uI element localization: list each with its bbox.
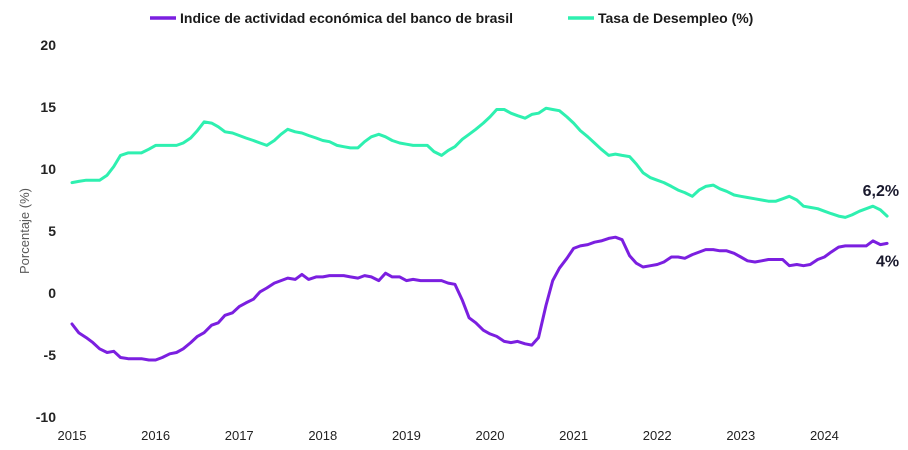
y-axis-ticks: -10 -5 0 5 10 15 20 xyxy=(36,37,56,425)
x-tick-label: 2020 xyxy=(476,428,505,443)
x-axis-ticks: 2015 2016 2017 2018 2019 2020 2021 2022 2023 2024 xyxy=(58,428,839,443)
legend-label-unemployment: Tasa de Desempleo (%) xyxy=(598,10,753,26)
x-tick-label: 2017 xyxy=(225,428,254,443)
legend: Indice de actividad económica del banco … xyxy=(150,10,753,26)
legend-label-activity: Indice de actividad económica del banco … xyxy=(180,10,513,26)
y-tick-label: 0 xyxy=(48,285,56,301)
end-labels: 4% 6,2% xyxy=(863,183,899,270)
y-tick-label: 10 xyxy=(40,161,56,177)
y-tick-label: -5 xyxy=(44,347,57,363)
series-line-unemployment xyxy=(70,106,889,219)
y-tick-label: 20 xyxy=(40,37,56,53)
y-tick-label: 5 xyxy=(48,223,56,239)
x-tick-label: 2021 xyxy=(559,428,588,443)
x-tick-label: 2023 xyxy=(726,428,755,443)
x-tick-label: 2024 xyxy=(810,428,839,443)
x-tick-label: 2019 xyxy=(392,428,421,443)
x-tick-label: 2018 xyxy=(308,428,337,443)
x-tick-label: 2016 xyxy=(141,428,170,443)
x-tick-label: 2015 xyxy=(58,428,87,443)
y-tick-label: -10 xyxy=(36,409,56,425)
end-label-unemployment: 6,2% xyxy=(863,183,899,200)
y-tick-label: 15 xyxy=(40,99,56,115)
series-lines xyxy=(70,106,889,362)
x-tick-label: 2022 xyxy=(643,428,672,443)
end-label-activity: 4% xyxy=(876,253,899,270)
series-line-activity xyxy=(70,235,889,362)
y-axis-label: Porcentaje (%) xyxy=(17,188,32,274)
